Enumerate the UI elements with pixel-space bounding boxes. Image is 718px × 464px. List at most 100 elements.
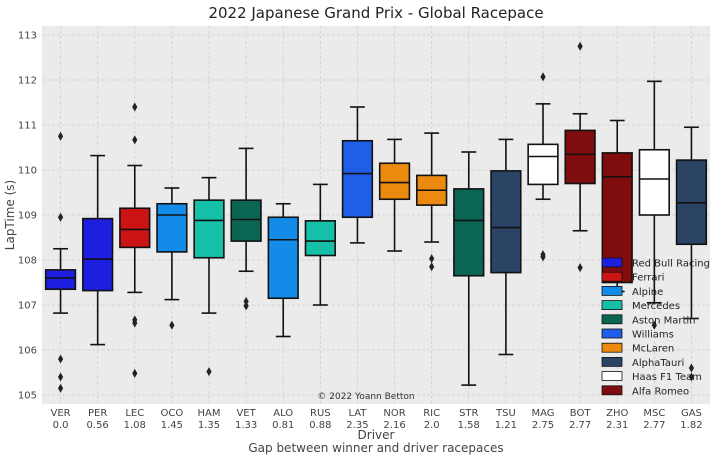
y-axis-label: LapTime (s) — [3, 180, 17, 250]
legend-swatch — [601, 342, 623, 353]
x-tick-label-driver: RIC — [423, 408, 440, 419]
box-iqr — [527, 143, 559, 186]
y-tick-label: 113 — [18, 31, 37, 42]
x-tick-label-gap: 2.16 — [383, 420, 405, 431]
legend-swatch — [601, 314, 623, 325]
box-iqr — [119, 207, 151, 249]
outlier-point — [429, 262, 435, 272]
box-msc — [638, 80, 670, 330]
box-lat — [341, 106, 374, 244]
outlier-point — [132, 135, 138, 145]
x-tick-label-gap: 2.31 — [606, 420, 628, 431]
outlier-point — [57, 383, 64, 393]
outlier-point — [243, 301, 249, 311]
x-tick-label-driver: LAT — [348, 408, 367, 419]
box-iqr — [156, 202, 188, 253]
box-iqr — [82, 217, 114, 292]
outlier-point — [429, 254, 435, 264]
legend-swatch — [601, 356, 623, 367]
x-tick-label-driver: PER — [88, 408, 107, 419]
x-tick-label-gap: 1.45 — [161, 420, 183, 431]
x-tick-label-driver: HAM — [198, 408, 221, 419]
x-tick-label-driver: OCO — [161, 408, 184, 419]
box-iqr — [44, 269, 77, 291]
x-tick-label-gap: 2.77 — [643, 420, 665, 431]
x-tick-label-driver: ZHO — [606, 408, 628, 419]
x-tick-label-gap: 1.08 — [124, 420, 146, 431]
x-tick-label-gap: 1.82 — [680, 420, 702, 431]
legend-label: Haas F1 Team — [632, 372, 702, 383]
y-tick-label: 109 — [18, 211, 37, 222]
x-tick-label-driver: TSU — [495, 408, 516, 419]
watermark: © 2022 Yoann Betton — [317, 392, 414, 402]
legend-swatch — [601, 371, 623, 382]
chart-title: 2022 Japanese Grand Prix - Global Racepa… — [208, 4, 543, 22]
x-tick-label-gap: 2.75 — [532, 420, 554, 431]
box-iqr — [193, 199, 225, 259]
x-tick-label-gap: 1.58 — [458, 420, 480, 431]
box-ver — [44, 131, 77, 393]
outlier-point — [57, 354, 64, 364]
x-axis-sublabel: Gap between winner and driver racepaces — [248, 441, 503, 455]
x-tick-label-driver: BOT — [570, 408, 592, 419]
x-axis-label: Driver — [358, 428, 395, 442]
x-tick-label-gap: 2.35 — [346, 420, 368, 431]
x-tick-label-gap: 1.35 — [198, 420, 220, 431]
legend: Red Bull Racing Ferrari Alpine Mercedes Asto… — [601, 257, 710, 397]
y-tick-labels: 105 106 107 108 109 110 111 112 113 — [18, 31, 37, 402]
outlier-point — [169, 320, 175, 330]
x-tick-label-driver: VET — [236, 408, 256, 419]
box-lec — [119, 102, 151, 378]
box-oco — [156, 187, 188, 330]
box-mag — [527, 72, 559, 262]
box-iqr — [453, 188, 485, 277]
x-tick-label-driver: MSC — [643, 408, 665, 419]
x-tick-label-gap: 0.56 — [87, 420, 109, 431]
outlier-point — [540, 252, 546, 262]
box-iqr — [267, 216, 299, 300]
y-tick-label: 112 — [18, 76, 37, 87]
legend-label: AlphaTauri — [632, 358, 684, 369]
x-tick-label-driver: VER — [51, 408, 71, 419]
legend-swatch — [601, 385, 623, 396]
legend-label: Mercedes — [632, 301, 680, 312]
x-tick-label-gap: 0.81 — [272, 420, 294, 431]
x-tick-label-driver: GAS — [681, 408, 702, 419]
y-tick-label: 108 — [18, 256, 37, 267]
box-tsu — [490, 138, 522, 356]
y-tick-label: 107 — [18, 301, 37, 312]
x-tick-label-driver: LEC — [125, 408, 144, 419]
box-iqr — [304, 220, 336, 257]
outlier-point — [57, 131, 64, 141]
box-nor — [378, 138, 411, 252]
box-iqr — [490, 170, 522, 274]
legend-label: Aston Martin — [632, 315, 696, 326]
legend-label: Red Bull Racing — [632, 259, 710, 270]
box-ric — [416, 132, 448, 272]
legend-swatch — [601, 257, 623, 268]
outlier-point — [688, 372, 695, 382]
outlier-point — [57, 212, 64, 222]
box-bot — [564, 41, 596, 273]
box-iqr — [341, 139, 374, 219]
box-str — [453, 151, 485, 386]
box-alo — [267, 202, 299, 338]
box-iqr — [564, 129, 596, 185]
legend-label: McLaren — [632, 344, 674, 355]
x-tick-label-driver: STR — [459, 408, 478, 419]
box-per — [82, 154, 114, 346]
box-iqr — [378, 162, 411, 201]
y-tick-label: 110 — [18, 166, 37, 177]
x-tick-label-driver: ALO — [273, 408, 293, 419]
box-rus — [304, 183, 336, 306]
outlier-point — [688, 363, 695, 373]
legend-label: Ferrari — [632, 273, 664, 284]
outlier-point — [206, 367, 212, 377]
legend-label: Alpine — [632, 287, 663, 298]
outlier-point — [132, 102, 138, 112]
x-tick-label-gap: 1.33 — [235, 420, 257, 431]
box-gas — [675, 126, 708, 382]
outlier-point — [540, 72, 546, 82]
